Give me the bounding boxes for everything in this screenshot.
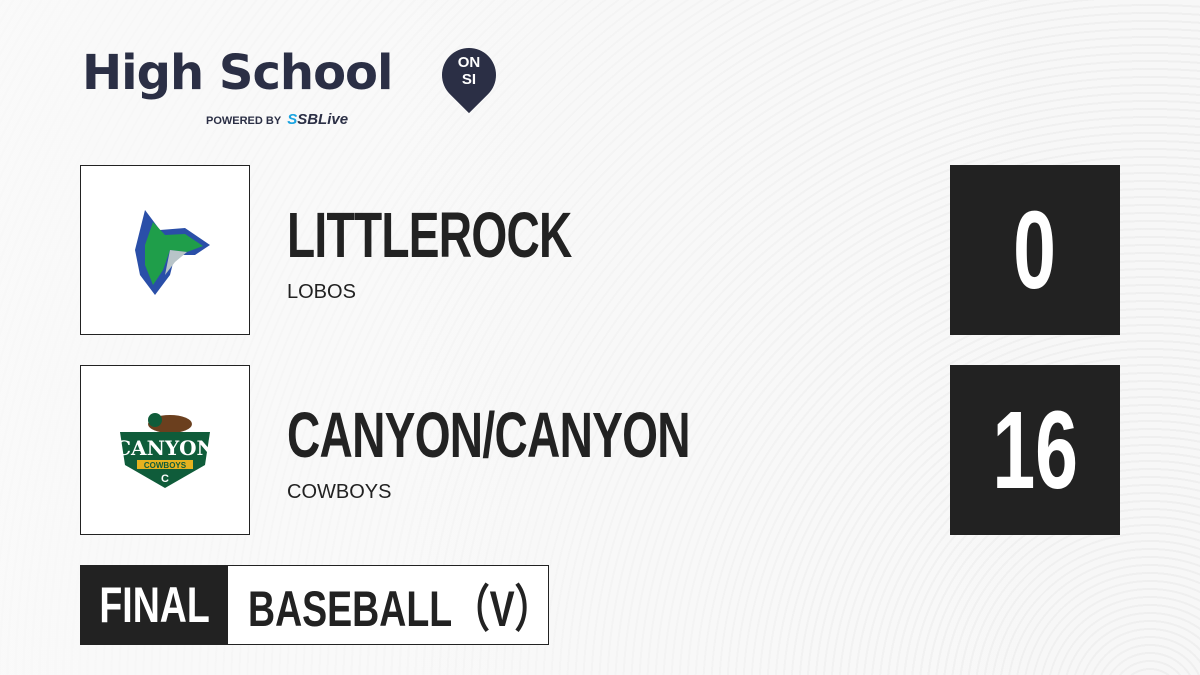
final-badge: FINAL: [81, 566, 228, 644]
powered-by: POWERED BY SSBLive: [206, 111, 349, 128]
wolf-logo-icon: [135, 210, 210, 295]
team-logo-littlerock: [80, 165, 250, 335]
cowboys-logo-icon: CANYON COWBOYS C: [115, 413, 215, 488]
sport-label: BASEBALL（V）: [228, 566, 552, 644]
sblive-logo: SSBLive: [287, 111, 349, 128]
team-mascot: LOBOS: [287, 281, 356, 303]
svg-text:CANYON: CANYON: [115, 436, 215, 460]
svg-text:C: C: [161, 473, 169, 485]
team-name: LITTLEROCK: [287, 199, 572, 271]
team-logo-canyon: CANYON COWBOYS C: [80, 365, 250, 535]
svg-text:COWBOYS: COWBOYS: [144, 461, 187, 470]
game-status-bar: FINAL BASEBALL（V）: [80, 565, 552, 645]
logo-title: High School: [82, 45, 393, 101]
team-score: 0: [950, 165, 1120, 335]
team-mascot: COWBOYS: [287, 481, 392, 503]
team-name: CANYON/CANYON: [287, 399, 691, 471]
on-si-badge: ON SI: [457, 54, 481, 88]
team-score: 16: [950, 365, 1120, 535]
high-school-on-si-logo: High School ON SI POWERED BY SSBLive: [82, 36, 508, 128]
